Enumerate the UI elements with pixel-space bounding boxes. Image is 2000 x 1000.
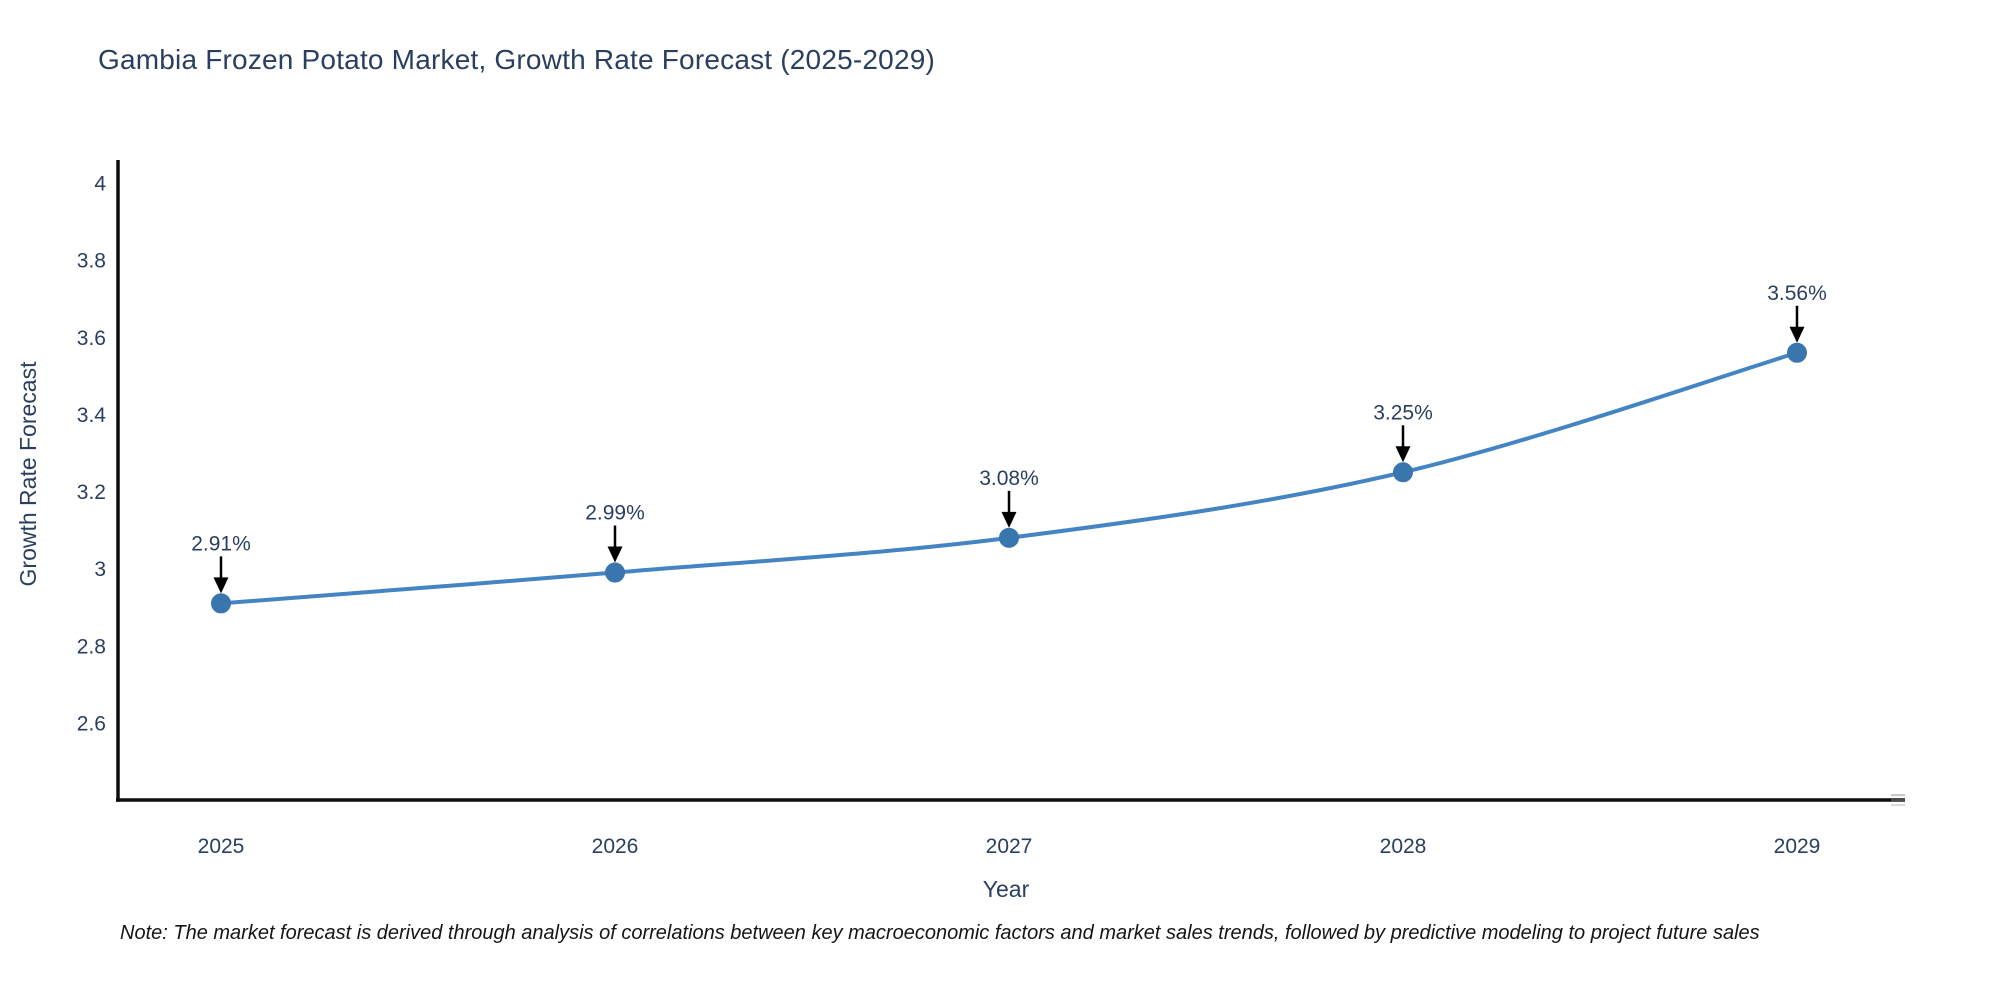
y-tick-label: 2.6 [77,712,106,735]
x-tick-label: 2029 [1774,835,1821,858]
artifact-line [1891,804,1905,807]
x-tick-label: 2026 [592,835,639,858]
data-point-markers [211,342,1807,614]
point-value-label: 3.56% [1767,282,1827,305]
data-point-marker[interactable] [605,562,625,583]
y-tick-label: 3 [94,558,106,581]
y-tick-label: 3.6 [77,327,106,350]
x-tick-label: 2025 [198,835,245,858]
x-axis-title: Year [982,876,1030,902]
y-tick-label: 3.2 [77,481,106,504]
data-point-marker[interactable] [1787,342,1807,363]
annotation-arrow-head [1789,326,1805,343]
axis-end-artifact [1891,794,1905,807]
axes [116,160,1905,802]
point-annotations: 2.91% 2.99% 3.08% 3.25% 3.56% [191,282,1827,594]
footnote: Note: The market forecast is derived thr… [120,922,1760,944]
y-axis-tick-labels: 4 3.8 3.6 3.4 3.2 3 2.8 2.6 [77,173,107,736]
y-tick-label: 2.8 [77,635,106,658]
point-value-label: 2.91% [191,532,251,555]
y-tick-label: 3.4 [77,404,107,427]
annotation-arrow-head [607,546,623,563]
data-point-marker[interactable] [211,593,231,614]
annotation-arrow-head [1395,446,1411,463]
artifact-line [1891,794,1905,797]
x-axis-tick-labels: 2025 2026 2027 2028 2029 [198,835,1821,858]
data-point-marker[interactable] [999,527,1019,548]
y-axis-title: Growth Rate Forecast [15,361,41,587]
point-value-label: 3.25% [1373,401,1433,424]
y-tick-label: 4 [94,173,106,196]
point-value-label: 2.99% [585,502,645,525]
artifact-line [1891,799,1905,802]
annotation-arrow-head [213,577,229,594]
point-value-label: 3.08% [979,467,1039,490]
annotation-arrow-head [1001,511,1017,528]
x-tick-label: 2027 [986,835,1033,858]
data-point-marker[interactable] [1393,462,1413,483]
x-tick-label: 2028 [1380,835,1427,858]
chart-title: Gambia Frozen Potato Market, Growth Rate… [98,44,936,75]
y-tick-label: 3.8 [77,250,106,273]
